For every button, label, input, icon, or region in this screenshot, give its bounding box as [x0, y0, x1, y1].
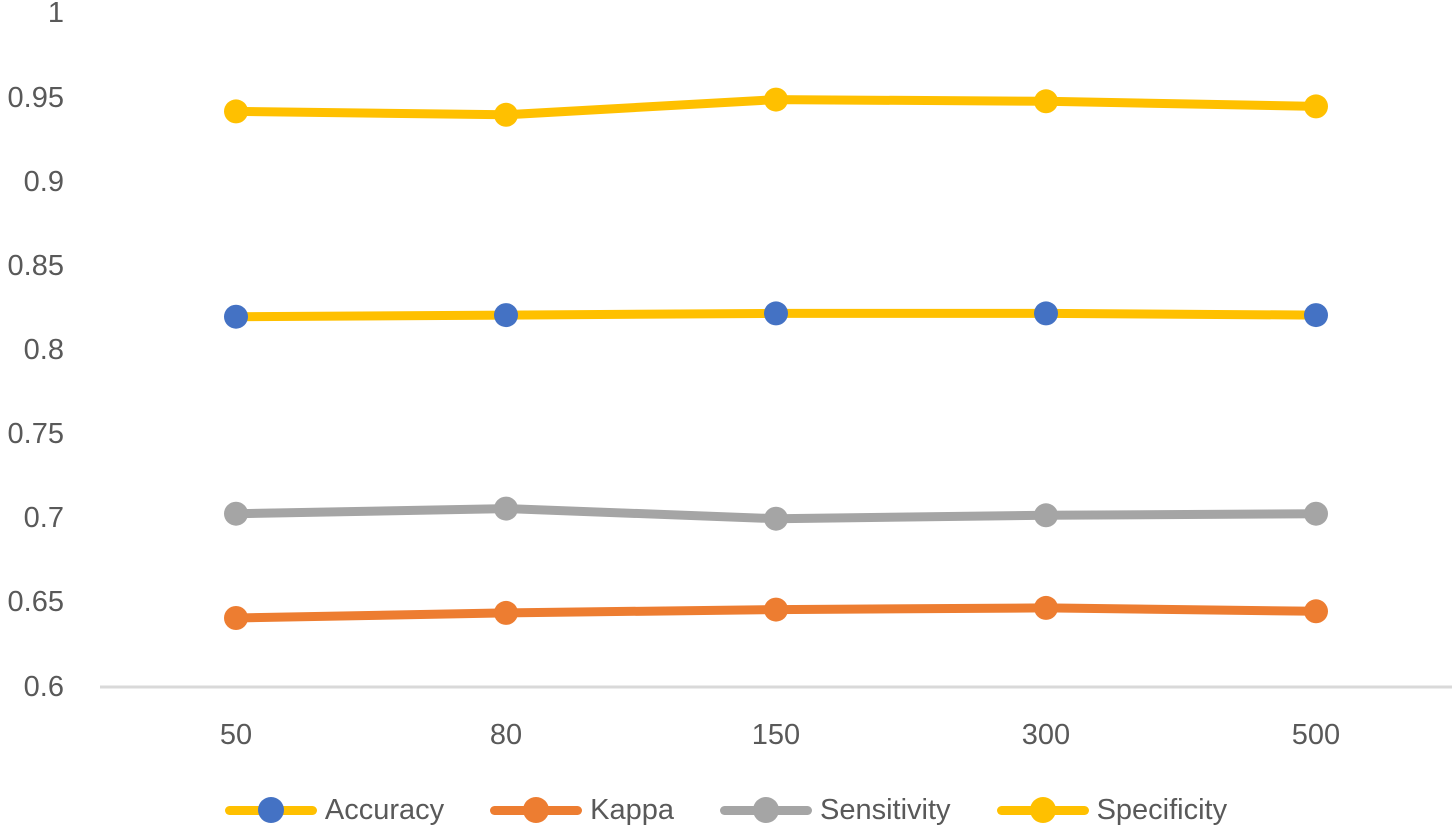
data-point-kappa-150	[764, 597, 788, 622]
legend-swatch-icon	[996, 797, 1089, 823]
data-point-specificity-50	[224, 99, 248, 124]
y-tick-label: 0.9	[23, 165, 64, 198]
data-point-specificity-150	[764, 87, 788, 112]
y-tick-label: 0.7	[23, 502, 64, 535]
data-point-kappa-80	[494, 600, 518, 625]
data-point-sensitivity-150	[764, 506, 788, 531]
data-point-accuracy-150	[764, 301, 788, 326]
legend-item-sensitivity: Sensitivity	[720, 795, 951, 825]
data-point-specificity-300	[1034, 89, 1058, 114]
legend-marker-icon	[753, 797, 780, 823]
data-point-specificity-80	[494, 102, 518, 127]
legend-label: Kappa	[590, 794, 675, 826]
x-tick-label: 50	[219, 719, 253, 751]
data-point-accuracy-500	[1304, 303, 1328, 328]
data-point-kappa-500	[1304, 599, 1328, 624]
data-point-specificity-500	[1304, 94, 1328, 119]
y-tick-label: 0.8	[23, 333, 64, 366]
y-tick-label: 0.85	[7, 249, 64, 282]
legend-swatch-icon	[224, 797, 317, 823]
data-point-sensitivity-80	[494, 496, 518, 521]
data-point-kappa-300	[1034, 595, 1058, 620]
x-tick-label: 80	[489, 719, 523, 751]
legend-label: Specificity	[1096, 794, 1228, 826]
legend-label: Sensitivity	[820, 794, 951, 826]
legend-marker-icon	[523, 797, 550, 823]
legend-item-accuracy: Accuracy	[224, 794, 445, 826]
x-tick-label: 500	[1291, 719, 1341, 751]
x-tick-label: 300	[1021, 719, 1071, 751]
legend-item-specificity: Specificity	[996, 794, 1228, 826]
legend: Accuracy Kappa Sensitivity Specificity	[0, 795, 1452, 825]
data-point-accuracy-50	[224, 304, 248, 329]
legend-marker-icon	[1029, 797, 1056, 823]
data-point-sensitivity-50	[224, 501, 248, 526]
data-point-sensitivity-500	[1304, 501, 1328, 526]
data-point-sensitivity-300	[1034, 503, 1058, 528]
data-point-accuracy-300	[1034, 301, 1058, 326]
legend-label: Accuracy	[324, 794, 445, 826]
y-tick-label: 0.6	[23, 670, 64, 703]
legend-marker-icon	[257, 797, 284, 823]
legend-swatch-icon	[490, 797, 583, 823]
y-tick-label: 0.95	[7, 81, 64, 114]
data-point-kappa-50	[224, 606, 248, 630]
y-tick-label: 1	[47, 0, 64, 30]
y-tick-label: 0.65	[7, 586, 64, 619]
y-tick-label: 0.75	[7, 418, 64, 450]
x-tick-label: 150	[751, 719, 801, 751]
data-point-accuracy-80	[494, 303, 518, 328]
legend-item-kappa: Kappa	[490, 795, 674, 825]
legend-swatch-icon	[720, 797, 813, 823]
